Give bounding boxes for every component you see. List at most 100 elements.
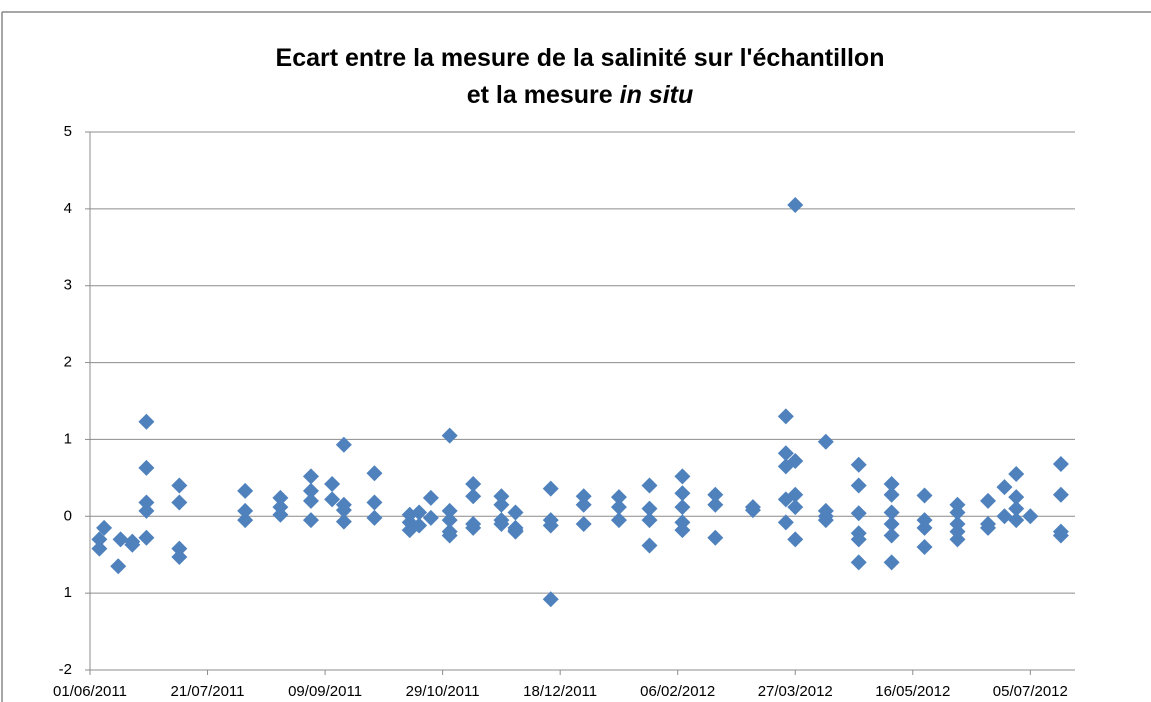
point <box>302 468 319 485</box>
point <box>916 539 933 556</box>
point <box>542 591 559 608</box>
point <box>138 459 155 476</box>
point <box>335 436 352 453</box>
point <box>1052 527 1069 544</box>
x-tick-label: 29/10/2011 <box>406 683 480 700</box>
point <box>575 496 592 513</box>
point <box>850 456 867 473</box>
point <box>850 531 867 548</box>
point <box>411 504 428 521</box>
y-tick-label: 4 <box>64 200 72 217</box>
point <box>850 477 867 494</box>
point <box>641 500 658 517</box>
point <box>96 519 113 536</box>
point <box>237 502 254 519</box>
point <box>744 502 761 519</box>
y-tick-label: 0 <box>64 507 72 524</box>
point <box>883 476 900 493</box>
y-tick-label: 1 <box>64 584 72 601</box>
title-text: Ecart entre la mesure de la salinité sur… <box>275 44 885 109</box>
point <box>575 488 592 505</box>
x-tick-label: 09/09/2011 <box>288 683 362 700</box>
point <box>883 504 900 521</box>
point <box>817 512 834 529</box>
point <box>324 476 341 493</box>
point <box>883 486 900 503</box>
point <box>707 529 724 546</box>
point <box>91 540 108 557</box>
point <box>916 487 933 504</box>
point <box>980 492 997 509</box>
x-tick-label: 21/07/2011 <box>171 683 245 700</box>
title-italic: in situ <box>619 81 694 109</box>
point <box>493 496 510 513</box>
point <box>272 489 289 506</box>
x-tick-label: 27/03/2012 <box>758 683 833 700</box>
y-tick-label: 3 <box>64 277 72 294</box>
point <box>366 465 383 482</box>
point <box>507 523 524 540</box>
point <box>787 197 804 214</box>
point <box>674 522 691 539</box>
point <box>493 515 510 532</box>
y-tick-label: 2 <box>64 354 72 371</box>
point <box>138 502 155 519</box>
point <box>366 494 383 511</box>
y-tick-label: 5 <box>64 123 72 140</box>
point <box>787 499 804 516</box>
point <box>1008 512 1025 529</box>
point <box>237 512 254 529</box>
point <box>610 489 627 506</box>
y-tick-label: 1 <box>64 430 72 447</box>
point <box>171 549 188 566</box>
point <box>110 558 127 575</box>
point <box>707 486 724 503</box>
point <box>171 494 188 511</box>
point <box>138 529 155 546</box>
point <box>507 504 524 521</box>
point <box>949 504 966 521</box>
point <box>850 554 867 571</box>
point <box>138 494 155 511</box>
point <box>787 452 804 469</box>
point <box>366 509 383 526</box>
point <box>112 531 129 548</box>
point <box>465 488 482 505</box>
point <box>777 445 794 462</box>
point <box>1022 508 1039 525</box>
point <box>674 485 691 502</box>
x-tick-label: 06/02/2012 <box>640 683 715 700</box>
point <box>674 468 691 485</box>
point <box>996 479 1013 496</box>
point <box>441 502 458 519</box>
point <box>641 537 658 554</box>
x-tick-label: 16/05/2012 <box>875 683 950 700</box>
y-tick-label: -2 <box>59 661 72 678</box>
point <box>171 477 188 494</box>
point <box>1008 500 1025 517</box>
point <box>237 482 254 499</box>
point <box>335 502 352 519</box>
point <box>883 527 900 544</box>
point <box>272 506 289 523</box>
point <box>138 413 155 430</box>
point <box>324 491 341 508</box>
point <box>707 496 724 513</box>
x-tick-label: 01/06/2011 <box>53 683 127 700</box>
point <box>422 489 439 506</box>
point <box>777 408 794 425</box>
point <box>465 476 482 493</box>
point <box>302 482 319 499</box>
x-tick-label: 05/07/2012 <box>993 683 1068 700</box>
point <box>1052 486 1069 503</box>
point <box>641 512 658 529</box>
chart-title: Ecart entre la mesure de la salinité sur… <box>275 40 885 114</box>
point <box>302 492 319 509</box>
point <box>411 517 428 534</box>
point <box>787 531 804 548</box>
point <box>441 527 458 544</box>
point <box>980 519 997 536</box>
point <box>610 499 627 516</box>
